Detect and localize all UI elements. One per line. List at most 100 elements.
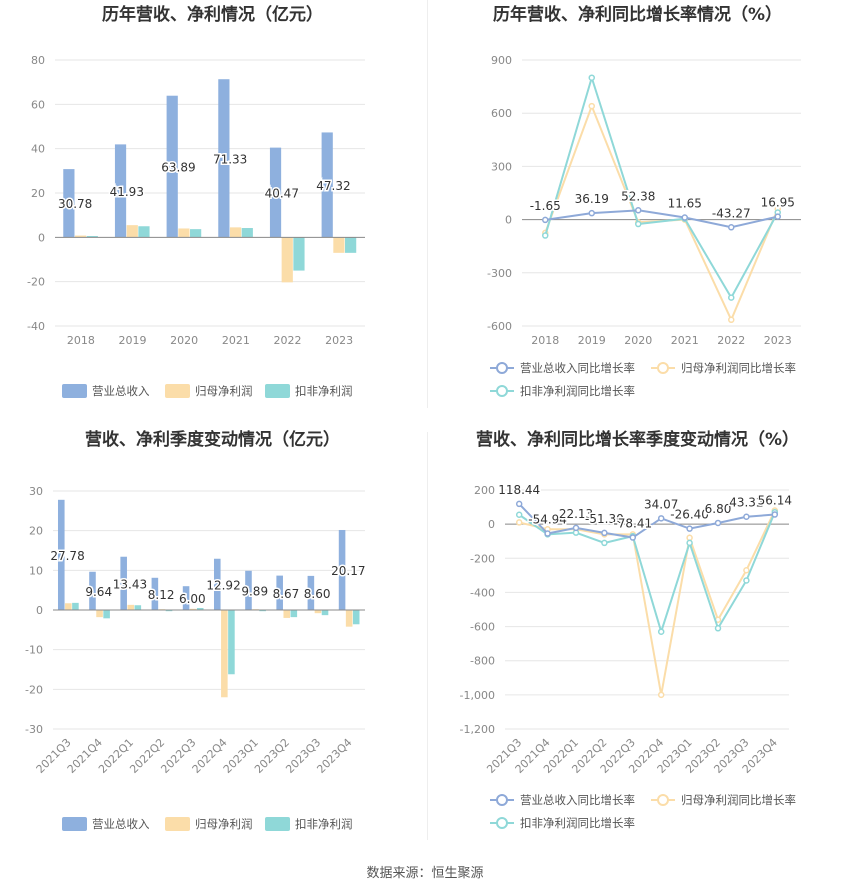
data-label: -26.40 bbox=[670, 508, 709, 522]
data-point bbox=[601, 529, 608, 537]
legend-swatch bbox=[165, 817, 190, 831]
x-tick-label: 2019 bbox=[119, 334, 147, 347]
data-label: 56.14 bbox=[758, 494, 792, 508]
series-line bbox=[518, 511, 776, 636]
x-tick-label: 2018 bbox=[67, 334, 95, 347]
chart-title: 历年营收、净利同比增长率情况（%） bbox=[493, 4, 782, 25]
x-tick-label: 2021 bbox=[222, 334, 250, 347]
legend-swatch bbox=[265, 817, 290, 831]
data-point bbox=[714, 625, 722, 632]
y-tick-label: 900 bbox=[491, 54, 512, 67]
data-point bbox=[515, 511, 523, 519]
bar-net-profit bbox=[314, 610, 322, 614]
y-tick-label: 30 bbox=[29, 485, 43, 498]
data-point bbox=[728, 316, 735, 324]
legend-marker bbox=[496, 794, 508, 806]
series-line bbox=[518, 510, 776, 696]
legend-label: 扣非净利润 bbox=[295, 384, 353, 398]
legend-label: 扣非净利润同比增长率 bbox=[520, 384, 635, 398]
data-label: 11.65 bbox=[668, 197, 702, 211]
y-tick-label: -800 bbox=[470, 655, 495, 668]
legend-label: 归母净利润同比增长率 bbox=[681, 793, 796, 807]
legend-marker bbox=[496, 385, 508, 397]
x-tick-label: 2022 bbox=[274, 334, 302, 347]
data-point bbox=[601, 539, 608, 547]
data-label: 36.19 bbox=[575, 192, 609, 206]
legend-label: 归母净利润 bbox=[195, 817, 253, 831]
bar-revenue bbox=[218, 79, 230, 238]
bar-revenue bbox=[114, 144, 127, 238]
data-label: 34.07 bbox=[644, 497, 678, 511]
legend-marker bbox=[496, 362, 508, 374]
data-point bbox=[657, 515, 665, 522]
data-point bbox=[743, 566, 750, 574]
legend-label: 营业总收入 bbox=[92, 384, 150, 398]
series-line bbox=[518, 503, 775, 539]
annual-growth-rate-svg: 历年营收、净利同比增长率情况（%） 900 600 300 0 -300 -600 2018 2… bbox=[487, 4, 801, 398]
chart-title: 历年营收、净利情况（亿元） bbox=[102, 4, 323, 25]
y-tick-label: -40 bbox=[27, 320, 45, 333]
data-label: 6.80 bbox=[705, 502, 732, 516]
legend-swatch bbox=[62, 384, 87, 398]
bar-revenue bbox=[213, 558, 221, 610]
data-point bbox=[728, 294, 735, 301]
bar-revenue bbox=[89, 571, 96, 610]
data-label: 16.95 bbox=[761, 196, 795, 210]
bar-deducted-profit bbox=[228, 610, 235, 675]
y-tick-label: 0 bbox=[505, 214, 512, 227]
data-label: 9.89 bbox=[241, 584, 268, 598]
data-point bbox=[542, 232, 549, 239]
bar-deducted-profit bbox=[321, 610, 329, 616]
annual-growth-rate-chart: 历年营收、净利同比增长率情况（%） 900 600 300 0 -300 -600 2018 2… bbox=[425, 0, 850, 420]
y-tick-label: 40 bbox=[31, 143, 45, 156]
bar-deducted-profit bbox=[134, 605, 142, 610]
y-tick-label: -1,200 bbox=[460, 723, 495, 736]
legend-marker bbox=[657, 794, 669, 806]
data-point bbox=[515, 500, 523, 508]
data-label: 12.92 bbox=[206, 578, 240, 592]
bar-deducted-profit bbox=[196, 608, 204, 610]
data-point bbox=[774, 213, 781, 220]
bar-net-profit bbox=[127, 604, 135, 610]
y-tick-label: -600 bbox=[470, 621, 495, 634]
bar-revenue bbox=[321, 132, 333, 238]
data-label: 47.32 bbox=[316, 179, 350, 193]
legend-marker bbox=[657, 362, 669, 374]
data-point bbox=[728, 224, 735, 231]
x-tick-label: 2020 bbox=[624, 334, 652, 347]
bar-deducted-profit bbox=[138, 226, 150, 238]
bar-revenue bbox=[63, 169, 75, 238]
data-point bbox=[714, 519, 722, 527]
bar-deducted-profit bbox=[103, 610, 110, 619]
legend-label: 营业总收入同比增长率 bbox=[520, 361, 635, 375]
bar-deducted-profit bbox=[293, 237, 305, 271]
bar-revenue bbox=[182, 586, 190, 610]
chart-title: 营收、净利季度变动情况（亿元） bbox=[85, 429, 340, 450]
y-tick-label: -30 bbox=[25, 723, 43, 736]
bar-revenue bbox=[151, 577, 159, 610]
annual-revenue-profit-svg: 历年营收、净利情况（亿元） 80 60 40 20 0 -20 -40 2018 2019 2020… bbox=[27, 4, 365, 398]
x-tick-label: 2020 bbox=[170, 334, 198, 347]
bar-revenue bbox=[338, 529, 346, 610]
quarterly-revenue-profit-svg: 营收、净利季度变动情况（亿元）3020100-10-20-302021Q3202… bbox=[25, 429, 367, 831]
legend-label: 营业总收入同比增长率 bbox=[520, 793, 635, 807]
bar-net-profit bbox=[65, 603, 72, 610]
data-label: -54.94 bbox=[528, 513, 567, 527]
x-tick-label: 2022 bbox=[717, 334, 745, 347]
data-label: 22.13 bbox=[559, 507, 593, 521]
legend-marker bbox=[496, 817, 508, 829]
bar-net-profit bbox=[126, 225, 138, 238]
data-point bbox=[743, 577, 750, 584]
data-label: 9.64 bbox=[85, 585, 112, 599]
bar-net-profit bbox=[74, 235, 87, 238]
data-point bbox=[635, 220, 642, 228]
data-label: -51.30 bbox=[585, 512, 624, 526]
bar-deducted-profit bbox=[190, 229, 202, 238]
bar-deducted-profit bbox=[86, 236, 98, 238]
quarterly-growth-rate-chart: 营收、净利同比增长率季度变动情况（%） 200 0 -200 -400 -600 -800 -… bbox=[425, 425, 850, 855]
y-tick-label: 80 bbox=[31, 54, 45, 67]
bar-revenue bbox=[276, 575, 283, 610]
data-label: 41.93 bbox=[110, 185, 144, 199]
data-label: 52.38 bbox=[621, 189, 655, 203]
data-point bbox=[686, 539, 693, 547]
